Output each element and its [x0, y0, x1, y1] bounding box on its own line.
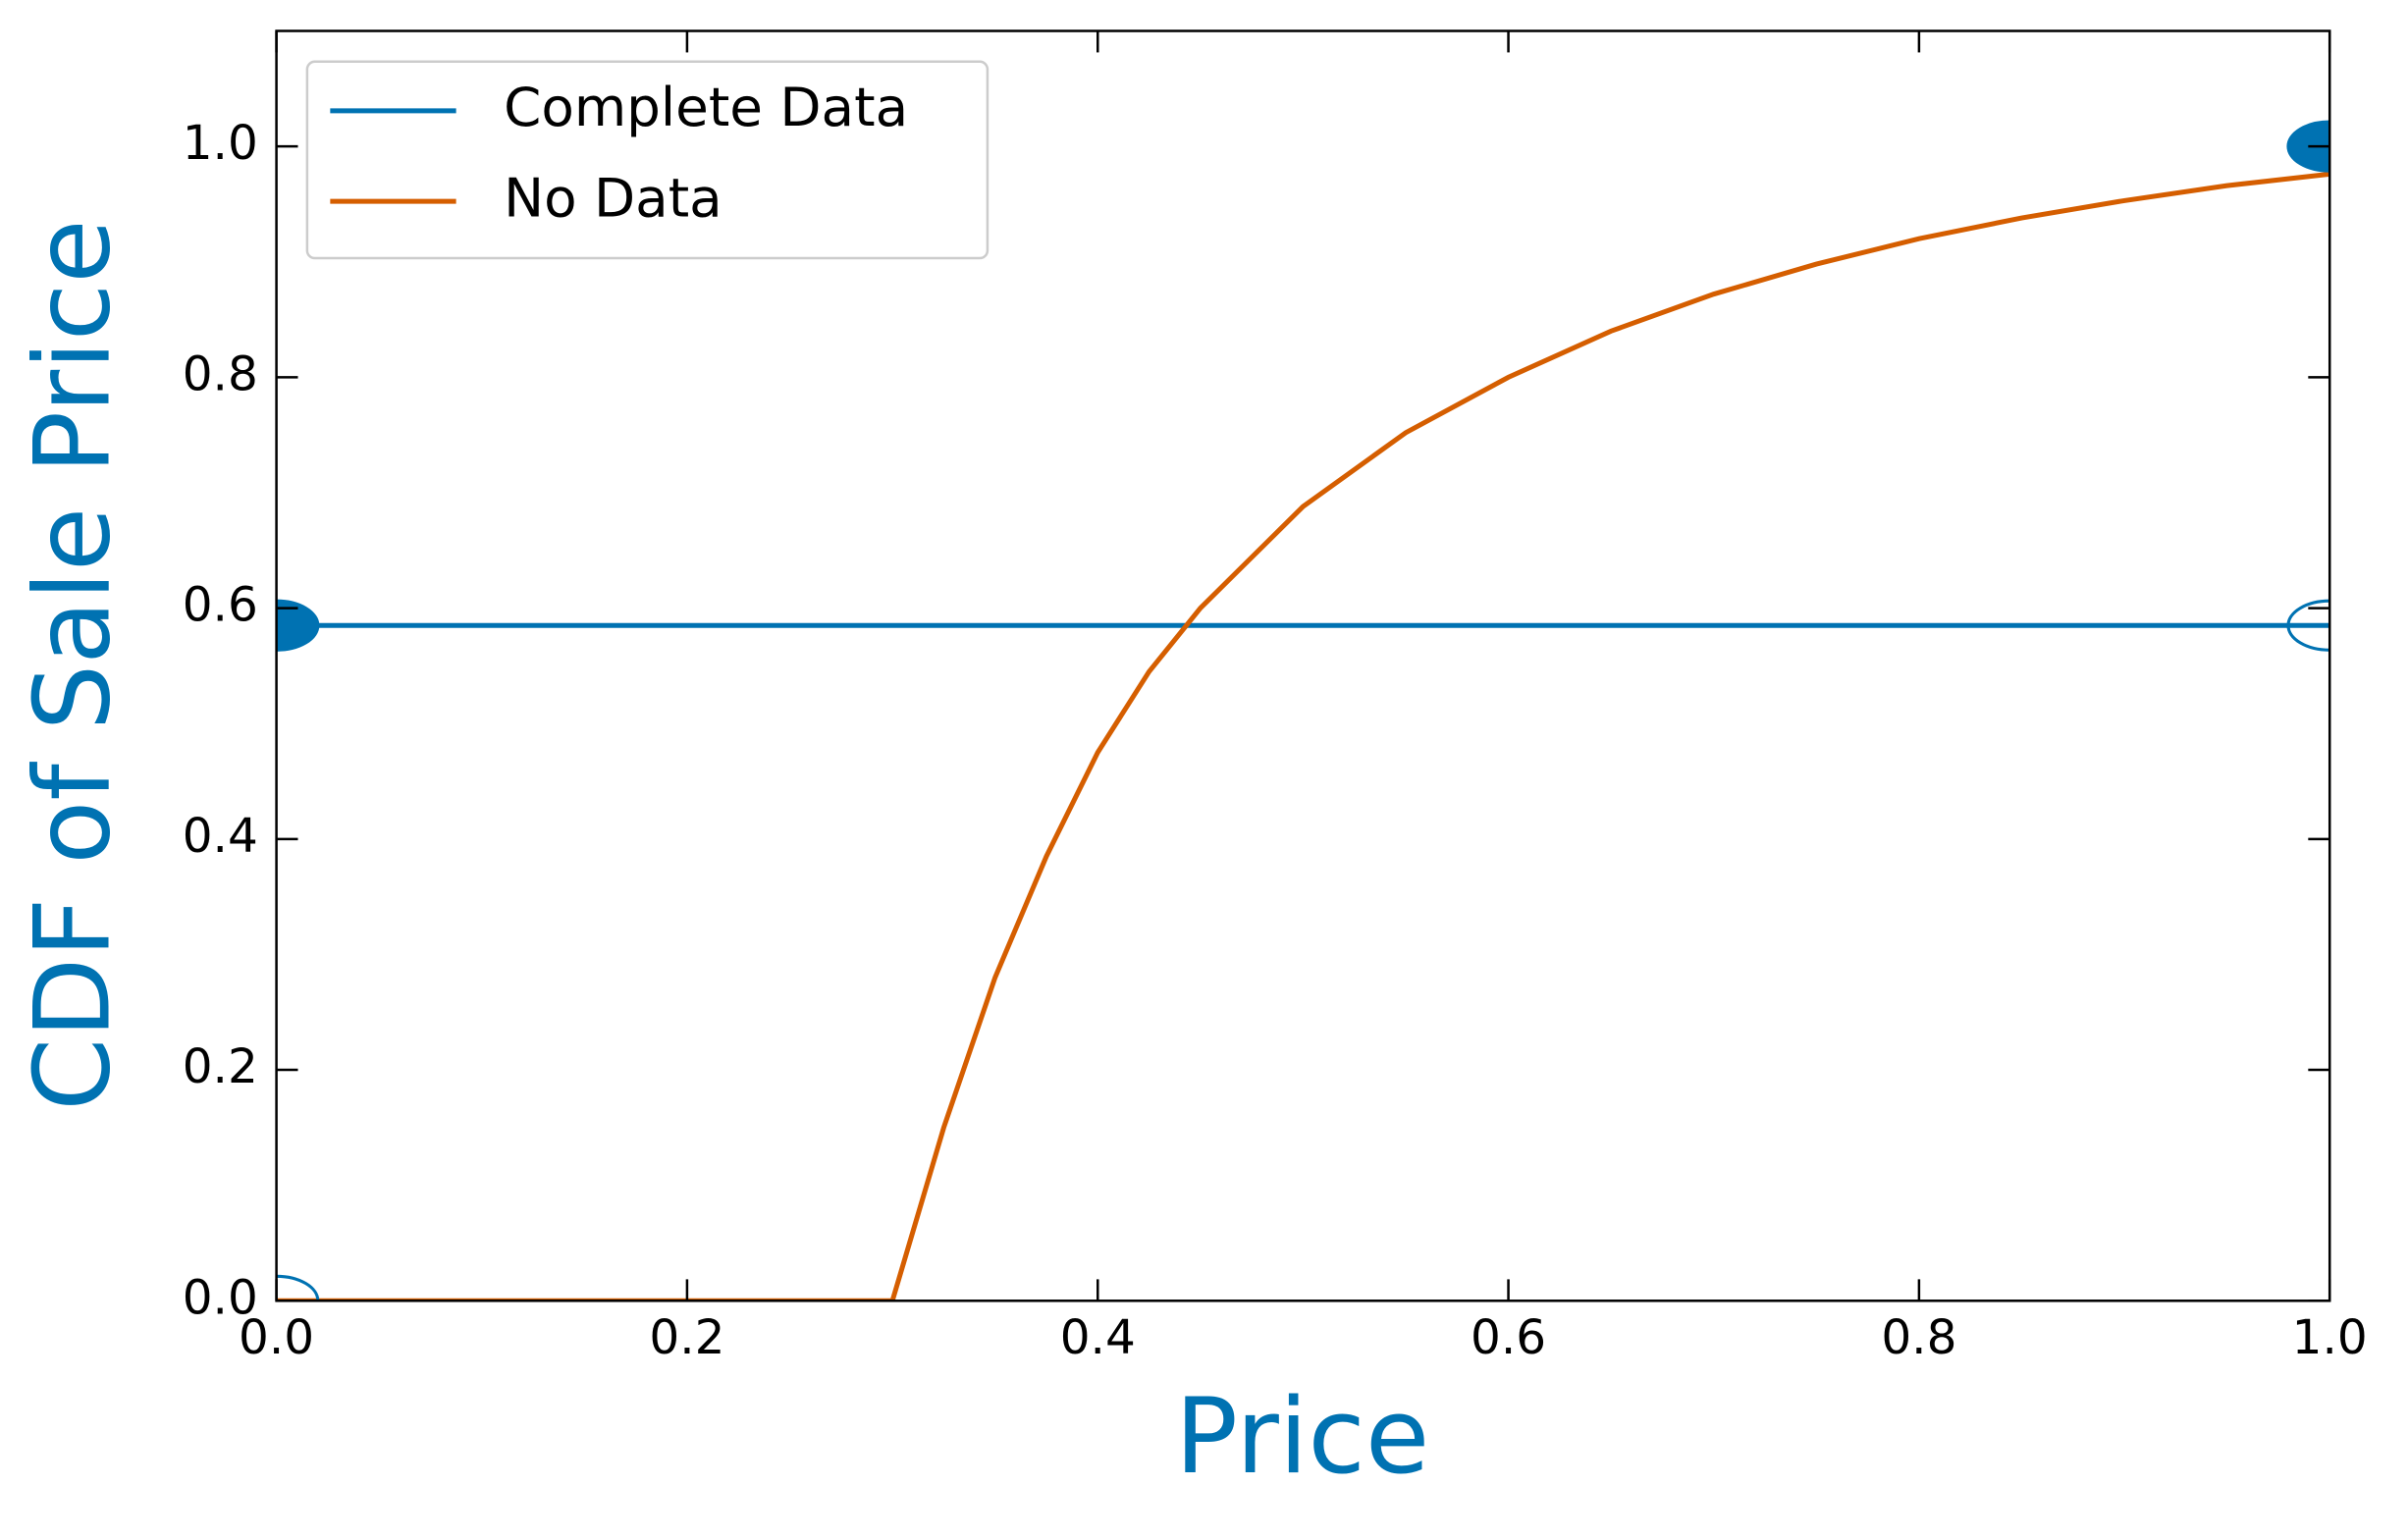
x-tick-label: 0.4 [1060, 1310, 1136, 1365]
legend-label: Complete Data [504, 76, 908, 138]
y-tick-label: 1.0 [183, 116, 258, 171]
axes-frame [275, 29, 2331, 1302]
y-tick-label: 0.0 [183, 1270, 258, 1325]
y-tick-label: 0.8 [183, 346, 258, 401]
x-tick-label: 0.2 [649, 1310, 724, 1365]
x-tick-label: 0.6 [1471, 1310, 1546, 1365]
y-tick-label: 0.2 [183, 1039, 258, 1094]
x-tick-label: 0.0 [239, 1310, 314, 1365]
filled-point [276, 599, 320, 652]
legend-label: No Data [504, 166, 722, 229]
y-tick-label: 0.6 [183, 578, 258, 633]
legend-box [305, 60, 990, 260]
y-tick-label: 0.4 [183, 809, 258, 864]
x-tick-label: 0.8 [1881, 1310, 1956, 1365]
x-tick-label: 1.0 [2292, 1310, 2368, 1365]
x-axis-label: Price [1175, 1376, 1430, 1498]
series-line [276, 171, 2330, 1301]
open-point [2286, 599, 2330, 652]
plot-area [276, 120, 2330, 1301]
legend: Complete Data No Data [305, 60, 990, 260]
y-axis-label: CDF of Sale Price [13, 219, 134, 1111]
